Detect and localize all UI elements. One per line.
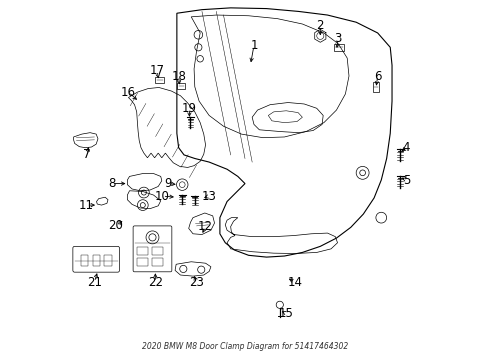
Text: 8: 8 xyxy=(109,177,116,190)
Text: 5: 5 xyxy=(403,174,410,186)
Text: 16: 16 xyxy=(121,86,136,99)
Text: 6: 6 xyxy=(374,69,381,82)
Bar xyxy=(152,258,163,266)
Text: 2: 2 xyxy=(317,19,324,32)
Bar xyxy=(137,247,148,255)
Bar xyxy=(177,84,185,89)
Text: 14: 14 xyxy=(288,276,303,289)
Text: 17: 17 xyxy=(149,64,165,77)
Text: 4: 4 xyxy=(403,141,410,154)
Bar xyxy=(155,77,164,83)
Text: 13: 13 xyxy=(202,190,217,203)
Text: 11: 11 xyxy=(79,199,94,212)
Bar xyxy=(152,247,163,255)
Text: 15: 15 xyxy=(279,307,294,320)
Text: 9: 9 xyxy=(164,177,171,190)
Text: 1: 1 xyxy=(250,39,258,52)
Text: 19: 19 xyxy=(182,102,197,115)
Text: 10: 10 xyxy=(155,190,170,203)
Text: 2020 BMW M8 Door Clamp Diagram for 51417464302: 2020 BMW M8 Door Clamp Diagram for 51417… xyxy=(142,342,348,351)
Text: 18: 18 xyxy=(171,69,186,82)
Text: 12: 12 xyxy=(198,220,213,233)
Text: 7: 7 xyxy=(83,148,91,161)
Text: 3: 3 xyxy=(335,32,342,45)
Bar xyxy=(334,44,344,51)
Text: 21: 21 xyxy=(87,276,102,289)
Bar xyxy=(93,255,100,266)
Bar xyxy=(373,82,379,92)
Bar xyxy=(137,258,148,266)
Text: 22: 22 xyxy=(148,276,163,289)
Text: 23: 23 xyxy=(189,276,204,289)
Text: 20: 20 xyxy=(108,219,123,232)
Bar xyxy=(81,255,88,266)
Bar xyxy=(104,255,112,266)
